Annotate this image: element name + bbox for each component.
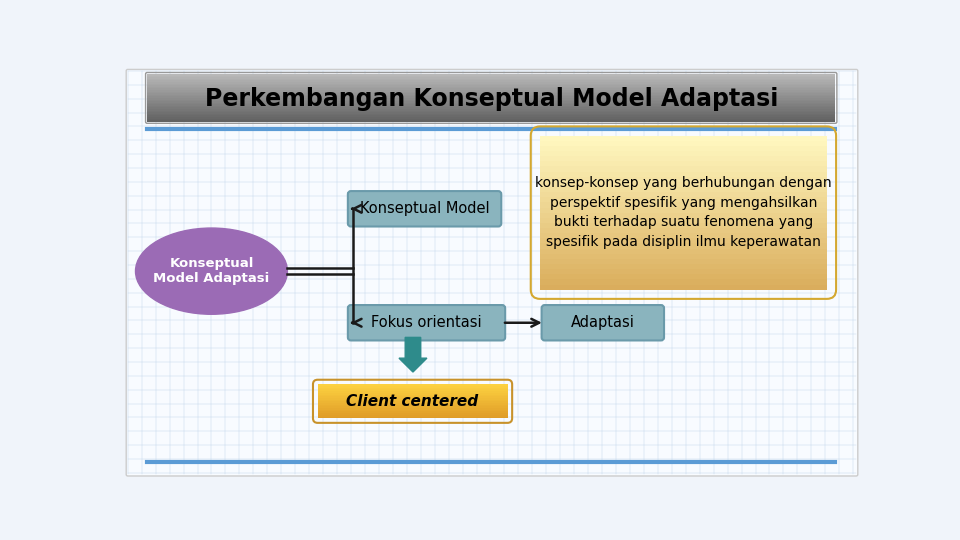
Text: konsep-konsep yang berhubungan dengan
perspektif spesifik yang mengahsilkan
bukt: konsep-konsep yang berhubungan dengan pe… bbox=[535, 177, 831, 249]
Bar bbox=[147, 107, 835, 109]
Bar bbox=[540, 192, 827, 197]
Bar bbox=[147, 117, 835, 119]
Bar bbox=[147, 93, 835, 94]
Bar bbox=[540, 238, 827, 244]
Bar bbox=[147, 82, 835, 84]
Bar bbox=[147, 94, 835, 96]
Bar bbox=[540, 202, 827, 207]
Bar bbox=[540, 233, 827, 238]
Bar bbox=[147, 74, 835, 76]
Bar bbox=[540, 182, 827, 187]
Bar bbox=[147, 89, 835, 90]
Bar bbox=[147, 77, 835, 79]
Text: Adaptasi: Adaptasi bbox=[571, 315, 635, 330]
FancyBboxPatch shape bbox=[126, 70, 858, 476]
Bar bbox=[147, 87, 835, 89]
Bar bbox=[318, 408, 508, 410]
Bar bbox=[147, 119, 835, 120]
Bar bbox=[540, 223, 827, 228]
Bar bbox=[147, 109, 835, 111]
Bar bbox=[318, 401, 508, 403]
FancyArrow shape bbox=[399, 338, 427, 372]
Bar bbox=[540, 213, 827, 218]
Bar bbox=[147, 92, 835, 93]
Bar bbox=[540, 166, 827, 172]
Bar bbox=[147, 80, 835, 82]
Bar bbox=[318, 395, 508, 396]
Bar bbox=[540, 264, 827, 269]
Bar bbox=[147, 112, 835, 114]
Bar bbox=[318, 403, 508, 404]
Bar bbox=[540, 254, 827, 259]
Bar bbox=[318, 400, 508, 401]
Bar bbox=[147, 104, 835, 106]
Bar bbox=[318, 413, 508, 415]
Bar bbox=[540, 248, 827, 254]
Bar bbox=[540, 136, 827, 141]
Bar bbox=[540, 177, 827, 182]
Bar bbox=[147, 114, 835, 116]
Bar bbox=[318, 396, 508, 398]
Bar bbox=[318, 404, 508, 407]
Bar bbox=[540, 218, 827, 223]
Bar bbox=[318, 384, 508, 386]
Bar bbox=[540, 187, 827, 192]
Bar bbox=[540, 207, 827, 213]
Text: Konseptual
Model Adaptasi: Konseptual Model Adaptasi bbox=[154, 257, 270, 285]
Bar bbox=[318, 398, 508, 400]
Bar bbox=[318, 407, 508, 408]
Text: Konseptual Model: Konseptual Model bbox=[360, 201, 490, 217]
Bar bbox=[147, 76, 835, 77]
Bar bbox=[147, 101, 835, 103]
Bar bbox=[147, 106, 835, 107]
Bar bbox=[147, 90, 835, 92]
Bar bbox=[540, 285, 827, 289]
Bar bbox=[540, 259, 827, 264]
Bar bbox=[147, 120, 835, 122]
FancyBboxPatch shape bbox=[541, 305, 664, 340]
Bar bbox=[147, 116, 835, 117]
Bar bbox=[540, 146, 827, 151]
Bar bbox=[147, 111, 835, 112]
Text: Perkembangan Konseptual Model Adaptasi: Perkembangan Konseptual Model Adaptasi bbox=[204, 87, 778, 111]
FancyBboxPatch shape bbox=[348, 191, 501, 226]
Bar bbox=[318, 416, 508, 418]
Bar bbox=[318, 410, 508, 411]
Bar bbox=[540, 279, 827, 285]
Bar bbox=[147, 99, 835, 101]
Text: Client centered: Client centered bbox=[347, 394, 479, 409]
Bar bbox=[318, 389, 508, 391]
Bar bbox=[540, 161, 827, 166]
Bar bbox=[147, 98, 835, 99]
Bar bbox=[318, 411, 508, 413]
Bar bbox=[147, 103, 835, 104]
Bar bbox=[540, 151, 827, 156]
Text: Fokus orientasi: Fokus orientasi bbox=[372, 315, 482, 330]
Bar bbox=[540, 228, 827, 233]
Bar bbox=[318, 393, 508, 395]
Bar bbox=[540, 197, 827, 202]
Bar bbox=[540, 274, 827, 279]
Bar bbox=[540, 141, 827, 146]
Bar bbox=[540, 244, 827, 248]
FancyBboxPatch shape bbox=[348, 305, 505, 340]
Bar bbox=[318, 386, 508, 388]
Bar bbox=[318, 388, 508, 389]
Bar bbox=[147, 85, 835, 87]
Bar bbox=[318, 415, 508, 416]
Bar bbox=[540, 172, 827, 177]
Bar bbox=[147, 96, 835, 98]
Ellipse shape bbox=[135, 228, 287, 314]
Bar bbox=[147, 79, 835, 80]
Bar bbox=[540, 269, 827, 274]
Bar bbox=[540, 156, 827, 161]
Bar bbox=[318, 391, 508, 393]
Bar bbox=[147, 84, 835, 85]
